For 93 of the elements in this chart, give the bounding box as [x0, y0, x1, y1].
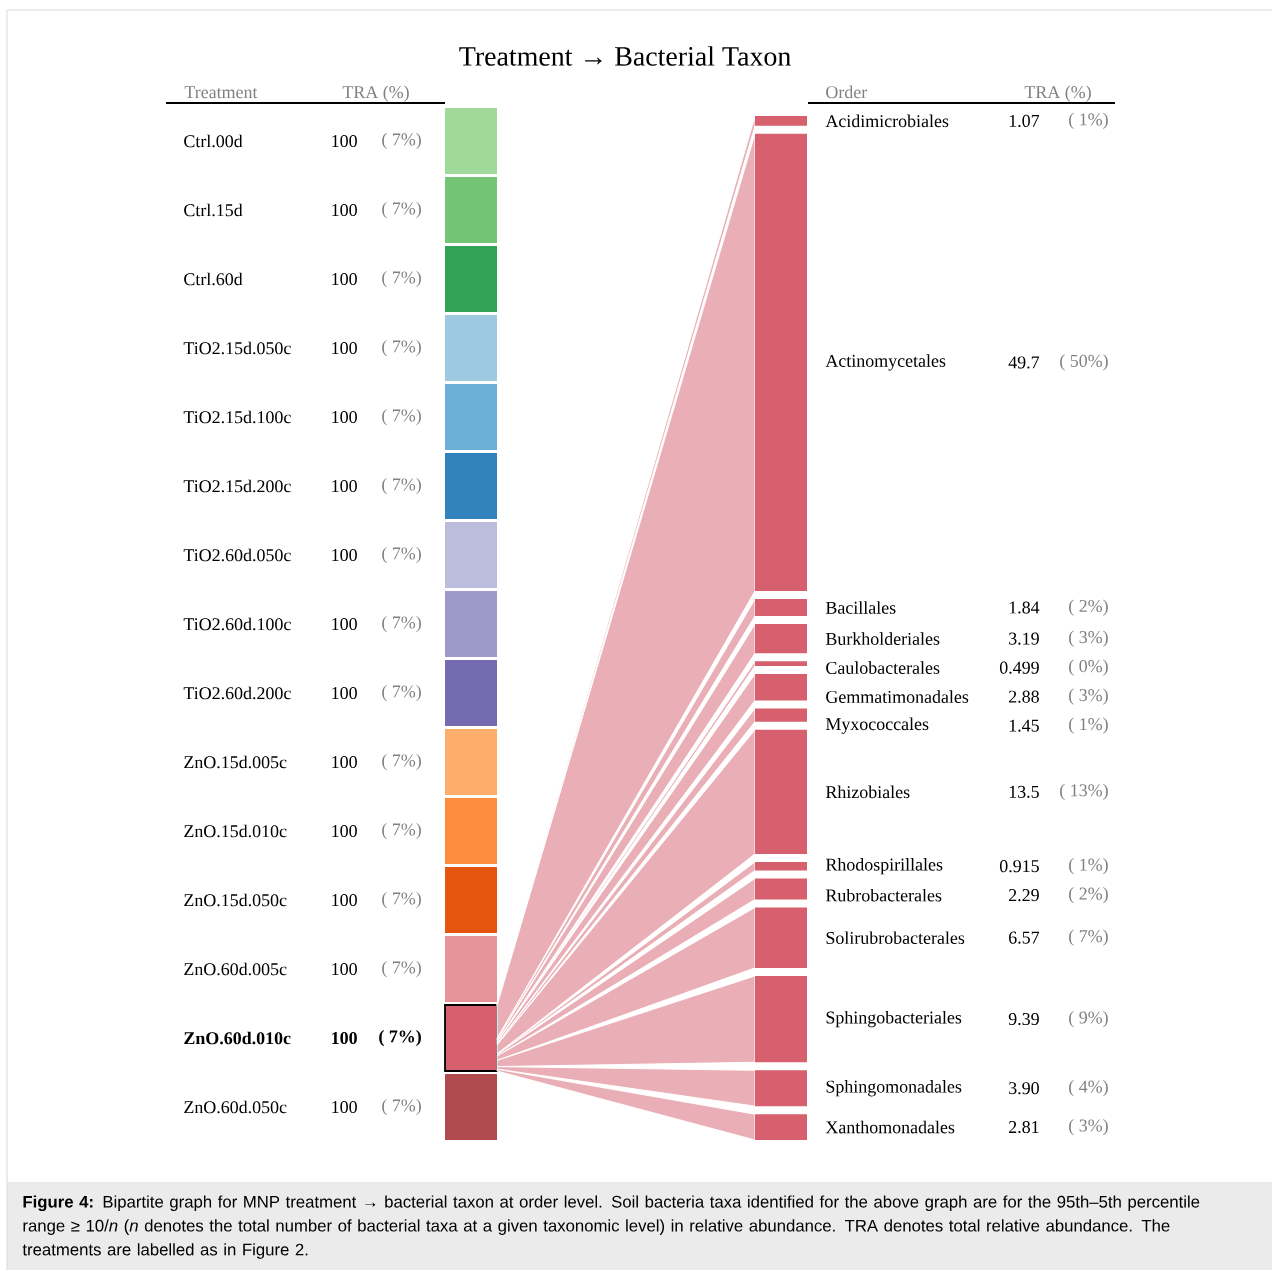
text: ( 50%)	[1060, 354, 1108, 371]
data-label: 3.90	[1009, 1082, 1039, 1095]
category-label: Burkholderiales	[825, 632, 940, 645]
data-label: 100	[332, 686, 357, 700]
text: ( 7%)	[382, 684, 421, 702]
category-label: TiO2.60d.100c	[183, 617, 291, 631]
category-label: Ctrl.15d	[184, 203, 243, 217]
text: ( 3%)	[1069, 1118, 1108, 1136]
text: ( 7%)	[382, 1098, 421, 1116]
data-label: 100	[332, 548, 357, 562]
text: ( 7%)	[382, 753, 421, 771]
data-label: 100	[332, 272, 357, 286]
data-label: 100	[332, 824, 357, 838]
category-label: Xanthomonadales	[825, 1120, 955, 1134]
category-label: ZnO.15d.005c	[184, 755, 287, 769]
text: Treatment → Bacterial Taxon	[459, 46, 791, 66]
data-label: 100	[332, 962, 357, 976]
data-label: 100	[332, 1031, 357, 1045]
category-label: Sphingobacteriales	[826, 1010, 962, 1028]
text: ( 7%)	[382, 891, 421, 909]
text: ( 7%)	[382, 132, 421, 150]
data-label: 100	[332, 617, 357, 631]
category-label: TiO2.60d.200c	[183, 686, 291, 700]
data-label: 100	[332, 755, 357, 769]
text: ( 2%)	[1069, 599, 1108, 616]
text: ( 7%)	[379, 1029, 421, 1047]
category-label: Bacillales	[825, 601, 896, 614]
data-label: 100	[332, 1100, 357, 1114]
text: ( 1%)	[1069, 717, 1108, 734]
text: TRA (%)	[342, 85, 409, 102]
text: ( 7%)	[382, 960, 421, 978]
category-label: Solirubrobacterales	[826, 931, 965, 944]
text: ( 7%)	[382, 339, 421, 357]
category-label: Gemmatimonadales	[826, 690, 969, 703]
data-label: 0.915	[999, 860, 1039, 873]
data-label: 100	[332, 410, 357, 424]
text: ( 7%)	[382, 546, 421, 564]
data-label: 100	[332, 134, 357, 148]
category-label: Rhodospirillales	[825, 858, 943, 875]
category-label: TiO2.15d.200c	[183, 479, 291, 493]
category-label: Ctrl.00d	[184, 134, 243, 148]
data-label: 100	[332, 893, 357, 907]
category-label: Myxococcales	[825, 717, 929, 734]
text: ( 4%)	[1069, 1080, 1108, 1097]
data-label: 49.7	[1008, 356, 1040, 369]
category-label: Acidimicrobiales	[825, 114, 949, 128]
data-label: 1.84	[1009, 601, 1040, 614]
text: ( 1%)	[1069, 112, 1108, 130]
category-label: Rhizobiales	[825, 785, 910, 799]
data-label: 100	[332, 341, 357, 355]
text: Treatment	[184, 86, 258, 99]
category-label: TiO2.15d.050c	[183, 341, 291, 355]
text: Figure 4: Bipartite graph for MNP treatment → bacterial taxon at order level. Soil bacteria taxa identified for the above graph are for the 95th–5th percentile range ≥ 10/n (n denotes the total number of bacterial taxa at a given taxonomic level) in relative abundance. TRA denotes total relative abundance. The treatments are labelled as in Figure 2.	[22, 1195, 1200, 1259]
text: ( 7%)	[382, 270, 421, 288]
data-label: 2.81	[1009, 1120, 1039, 1134]
category-label: TiO2.60d.050c	[183, 548, 291, 562]
text: ( 7%)	[382, 615, 421, 633]
text: ( 2%)	[1069, 887, 1108, 904]
text: ( 7%)	[382, 408, 421, 426]
text: TRA (%)	[1024, 85, 1091, 102]
text: ( 1%)	[1069, 858, 1108, 875]
data-label: 3.19	[1009, 632, 1039, 645]
data-label: 9.39	[1008, 1013, 1039, 1026]
data-label: 6.57	[1009, 931, 1040, 944]
data-label: 100	[332, 203, 357, 217]
text: ( 3%)	[1069, 630, 1108, 647]
text: ( 7%)	[382, 201, 421, 219]
data-label: 1.07	[1009, 114, 1040, 128]
text: ( 0%)	[1069, 659, 1108, 676]
text: Order	[826, 85, 868, 99]
category-label: ZnO.60d.050c	[184, 1100, 287, 1114]
data-label: 1.45	[1009, 719, 1039, 732]
category-label: Actinomycetales	[825, 354, 946, 371]
category-label: ZnO.60d.010c	[184, 1031, 291, 1045]
text: ( 7%)	[1069, 929, 1108, 946]
text: ( 7%)	[382, 477, 421, 495]
text: ( 9%)	[1069, 1010, 1108, 1028]
category-label: Ctrl.60d	[184, 272, 243, 286]
text: ( 13%)	[1060, 783, 1108, 800]
data-label: 2.29	[1009, 889, 1039, 902]
text: ( 7%)	[382, 822, 421, 840]
data-label: 13.5	[1009, 785, 1039, 798]
category-label: TiO2.15d.100c	[183, 410, 291, 424]
data-label: 0.499	[999, 661, 1039, 674]
category-label: ZnO.15d.010c	[184, 824, 287, 838]
category-label: ZnO.60d.005c	[184, 962, 287, 976]
category-label: Caulobacterales	[826, 661, 940, 674]
category-label: ZnO.15d.050c	[184, 893, 287, 907]
data-label: 2.88	[1009, 690, 1039, 703]
text: ( 3%)	[1069, 688, 1108, 705]
category-label: Rubrobacterales	[825, 888, 942, 902]
data-label: 100	[332, 479, 357, 493]
category-label: Sphingomonadales	[826, 1080, 962, 1097]
